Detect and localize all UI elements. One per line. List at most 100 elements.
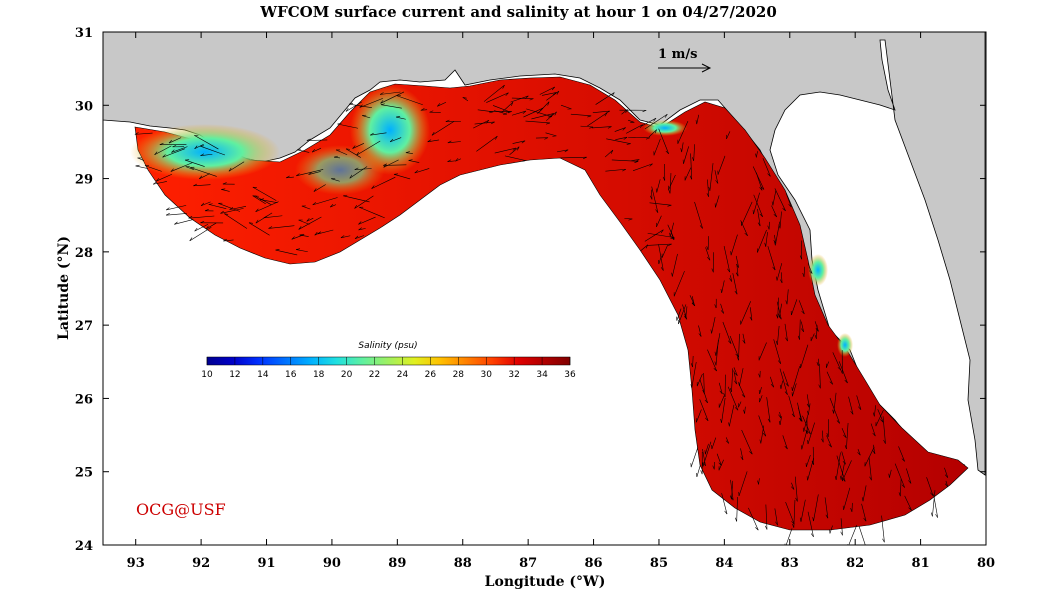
current-vector (900, 478, 902, 497)
current-vector-head (396, 116, 401, 118)
current-vector (560, 156, 587, 159)
current-vector (758, 478, 760, 485)
current-vector-head (299, 233, 304, 236)
lon-tick-label: 90 (323, 556, 341, 571)
current-vector-head (825, 514, 829, 519)
current-vector (156, 173, 173, 182)
current-vector (785, 193, 792, 208)
current-vector-head (408, 159, 413, 161)
current-vector (462, 97, 469, 102)
current-vector-head (842, 478, 846, 482)
current-vector (760, 425, 765, 444)
current-vector (803, 266, 805, 277)
colorbar-tick-label: 24 (397, 370, 409, 380)
current-vector (699, 379, 708, 403)
current-vector-head (445, 119, 450, 122)
current-vector (840, 463, 845, 480)
current-vector (875, 410, 884, 427)
current-vector-head (291, 236, 295, 240)
current-vector-head (199, 175, 203, 180)
current-vector-head (248, 222, 253, 224)
current-vector-head (807, 431, 811, 435)
current-vector-head (776, 314, 779, 319)
current-vector-head (405, 151, 410, 153)
current-vector (144, 165, 162, 172)
current-vector-head (742, 340, 746, 344)
current-vector-head (152, 181, 157, 185)
current-vector (648, 129, 657, 138)
current-vector-head (252, 195, 257, 197)
current-vector (725, 437, 730, 444)
current-vector-head (795, 497, 798, 502)
current-vector-head (724, 510, 728, 515)
current-vector (738, 471, 748, 497)
current-vector-head (383, 164, 387, 168)
current-vector-head (655, 188, 658, 193)
current-vector (168, 137, 182, 144)
current-vector (721, 397, 726, 423)
current-vector-head (767, 225, 770, 230)
current-vector (380, 91, 405, 104)
current-vector-head (805, 429, 808, 434)
current-vector (447, 141, 461, 144)
current-vector (709, 163, 714, 191)
current-vector-head (389, 138, 394, 143)
current-vector (782, 435, 788, 450)
current-vector-head (554, 111, 557, 116)
current-vector-head (420, 108, 425, 111)
current-vector-head (801, 310, 805, 315)
current-vector-head (806, 476, 808, 481)
current-vector-head (778, 313, 780, 318)
current-vector (396, 95, 423, 106)
current-vector-head (345, 108, 349, 112)
current-vector (711, 317, 716, 334)
current-vector-head (653, 117, 657, 122)
current-vector (752, 166, 765, 190)
current-vector-head (564, 149, 569, 153)
lat-tick-label: 27 (75, 319, 93, 334)
current-vector-head (490, 121, 495, 125)
current-vector (715, 340, 719, 366)
current-vector (819, 363, 821, 389)
current-vector (678, 304, 687, 325)
current-vector (736, 496, 738, 522)
current-vector (814, 321, 819, 332)
current-vector (776, 301, 782, 320)
current-vector-head (799, 517, 802, 522)
current-vector-head (223, 238, 227, 242)
y-axis-label: Latitude (°N) (56, 236, 72, 340)
current-vector-head (414, 170, 418, 174)
current-vector (736, 263, 739, 277)
current-vector-head (168, 139, 172, 144)
current-vector-head (829, 381, 833, 385)
credit-label: OCG@USF (136, 500, 226, 519)
current-vector-head (354, 204, 358, 209)
current-vectors (134, 84, 949, 545)
current-vector-head (224, 213, 229, 215)
current-vector-head (811, 460, 814, 465)
current-vector (794, 476, 798, 502)
current-vector (185, 166, 195, 171)
current-vector-head (734, 372, 738, 376)
current-vector-head (705, 417, 709, 421)
lon-tick-label: 84 (715, 556, 733, 571)
current-vector (779, 211, 782, 229)
current-vector (208, 204, 227, 209)
current-vector (641, 117, 657, 127)
current-vector-head (582, 156, 587, 160)
current-vector-head (782, 208, 786, 212)
current-vector (658, 256, 662, 265)
current-vector-head (512, 147, 517, 151)
current-vector-head (755, 153, 757, 158)
current-vector (711, 437, 717, 450)
current-vector (541, 92, 557, 96)
current-vector (861, 503, 867, 522)
current-vector-head (802, 427, 805, 432)
current-vector-head (691, 302, 696, 307)
current-vector-head (296, 173, 300, 177)
current-vector (510, 95, 529, 103)
current-vector-head (312, 202, 316, 206)
lat-tick-label: 26 (75, 392, 93, 407)
current-vector (881, 515, 885, 543)
current-vector (753, 192, 760, 215)
